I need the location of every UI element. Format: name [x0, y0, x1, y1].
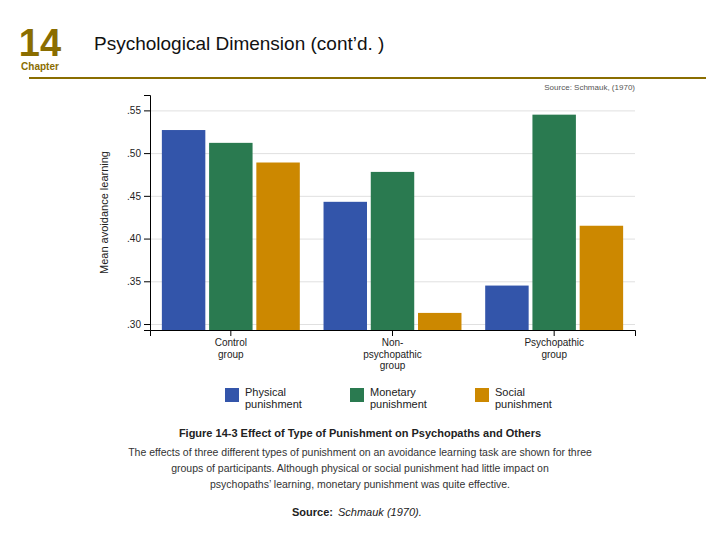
legend-label: Socialpunishment — [495, 386, 552, 410]
chapter-number: 14 — [19, 22, 61, 64]
bars — [162, 115, 623, 330]
legend-swatch — [350, 388, 364, 402]
axis-line — [151, 331, 636, 337]
text-line: group — [380, 360, 406, 371]
legend-swatch — [475, 388, 489, 402]
tick-mark — [144, 281, 150, 282]
x-tick: Controlgroup — [215, 330, 247, 360]
caption-title: Figure 14-3 Effect of Type of Punishment… — [179, 427, 541, 439]
y-axis: .30 .35 .40 .45 .50 .55 — [127, 96, 150, 331]
legend-item: Monetarypunishment — [350, 386, 427, 410]
caption-line: psychopaths’ learning, monetary punishme… — [210, 478, 510, 490]
x-tick-label: Controlgroup — [215, 337, 247, 360]
y-tick-label: .55 — [127, 105, 141, 116]
tick-mark — [392, 330, 393, 336]
source-note: Source: Schmauk, (1970) — [544, 83, 635, 92]
legend-item: Socialpunishment — [475, 386, 552, 410]
legend-label: Physicalpunishment — [245, 386, 302, 410]
legend-item: Physicalpunishment — [225, 386, 302, 410]
y-tick: .30 — [127, 319, 150, 330]
caption-line: groups of participants. Although physica… — [171, 462, 549, 474]
bar — [324, 202, 367, 330]
caption-source-label: Source: — [292, 506, 333, 518]
y-tick: .40 — [127, 233, 150, 244]
text-line: group — [541, 349, 567, 360]
bar — [580, 226, 623, 330]
y-label: Mean avoidance learning — [98, 151, 110, 274]
text-line: punishment — [245, 398, 302, 410]
y-tick-label: .50 — [127, 148, 141, 159]
text-line: Physical — [245, 386, 286, 398]
x-tick-label: Psychopathicgroup — [524, 337, 583, 360]
tick-mark — [554, 330, 555, 336]
grid-tick — [150, 110, 635, 111]
y-tick-label: .45 — [127, 191, 141, 202]
y-tick: .35 — [127, 276, 150, 287]
y-tick: .50 — [127, 148, 150, 159]
header-rule — [29, 77, 706, 79]
y-tick-label: .30 — [127, 319, 141, 330]
text-line: psychopathic — [363, 349, 421, 360]
legend-swatch — [225, 388, 239, 402]
caption-line: The effects of three different types of … — [128, 446, 592, 458]
text-line: punishment — [370, 398, 427, 410]
tick-mark — [144, 239, 150, 240]
y-tick: .55 — [127, 105, 150, 116]
caption-source-text: Schmauk (1970). — [338, 506, 422, 518]
text-line: Psychopathic — [524, 337, 583, 348]
text-line: punishment — [495, 398, 552, 410]
x-tick: Psychopathicgroup — [524, 330, 583, 360]
tick-mark — [144, 324, 150, 325]
x-axis: ControlgroupNon-psychopathicgroupPsychop… — [151, 330, 636, 371]
y-tick-label: .35 — [127, 276, 141, 287]
legend-label: Monetarypunishment — [370, 386, 427, 410]
y-tick: .45 — [127, 191, 150, 202]
tick-mark — [230, 330, 231, 336]
text-line: Social — [495, 386, 525, 398]
tick-mark — [144, 110, 150, 111]
y-tick-label: .40 — [127, 233, 141, 244]
bar — [162, 130, 205, 330]
chapter-label: Chapter — [21, 61, 59, 72]
legend: PhysicalpunishmentMonetarypunishmentSoci… — [225, 386, 552, 410]
text-line: Non- — [382, 337, 404, 348]
bar — [256, 163, 299, 330]
grid-line — [150, 110, 635, 111]
text-line: Control — [215, 337, 247, 348]
axis-line — [144, 96, 151, 331]
plot: .30.35.40.45.50.55ControlgroupNon-psycho… — [98, 83, 636, 540]
bar — [532, 115, 575, 330]
title: Psychological Dimension (cont’d. ) — [94, 33, 384, 54]
text-line: group — [218, 349, 244, 360]
bar — [209, 143, 252, 330]
x-tick: Non-psychopathicgroup — [363, 330, 421, 371]
x-tick-label: Non-psychopathicgroup — [363, 337, 421, 371]
bar — [485, 286, 528, 330]
bar — [371, 172, 414, 330]
tick-mark — [144, 153, 150, 154]
text-line: Monetary — [370, 386, 416, 398]
tick-mark — [144, 196, 150, 197]
chart: 14Chapter Psychological Dimension (cont’d… — [0, 0, 720, 540]
bar — [418, 313, 461, 330]
